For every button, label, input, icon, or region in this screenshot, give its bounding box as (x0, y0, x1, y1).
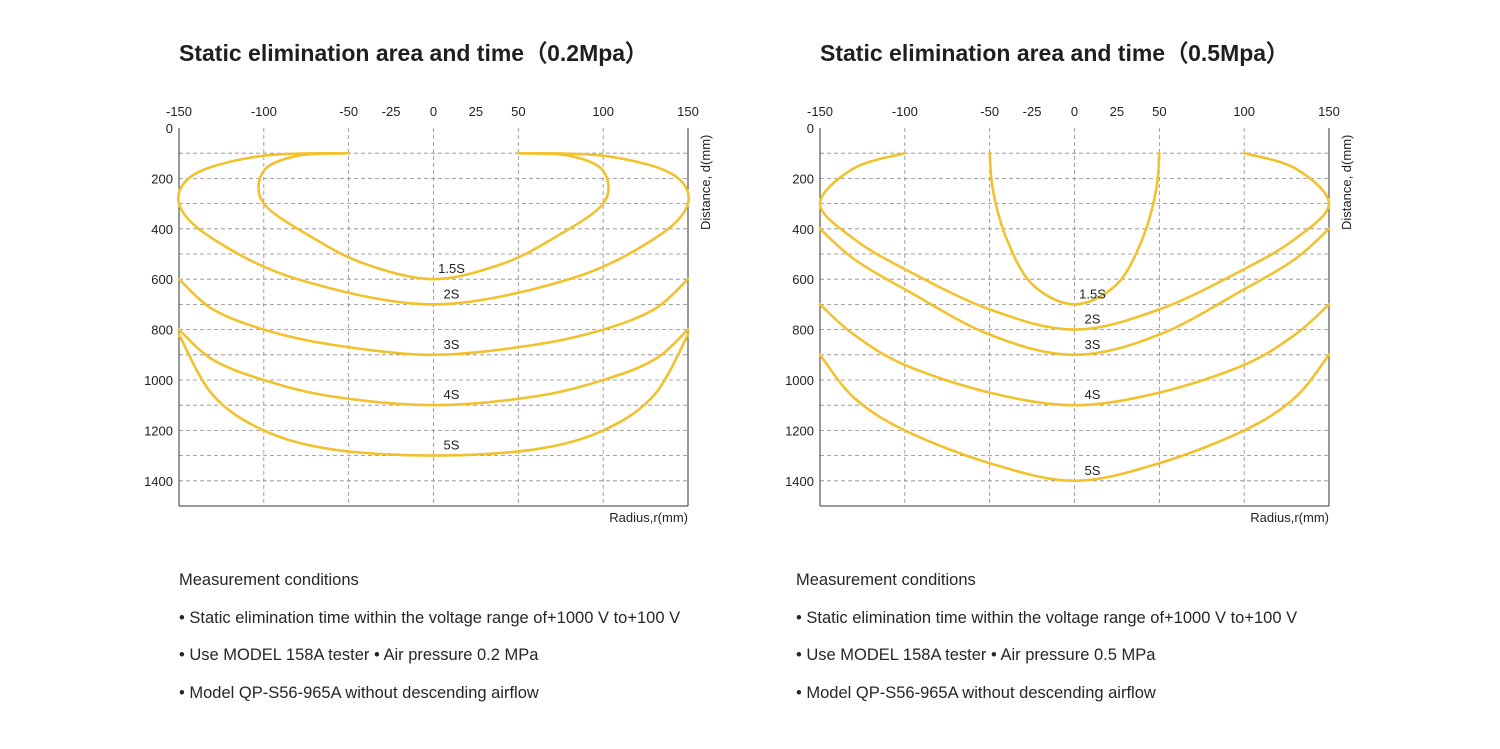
y-tick-label: 1000 (144, 373, 173, 388)
series-curve-5s (818, 353, 1331, 483)
y-tick-label: 0 (166, 121, 173, 136)
condition-item: • Model QP-S56-965A without descending a… (179, 683, 539, 702)
chart-panel-0p5mpa: Static elimination area and time（0.5Mpa）… (641, 0, 1391, 749)
series-label: 1.5S (438, 261, 465, 276)
y-axis-label: Distance, d(mm) (1339, 135, 1354, 230)
chart-title: Static elimination area and time（0.2Mpa） (179, 40, 649, 66)
x-tick-label: 150 (677, 104, 699, 119)
x-tick-label: -25 (382, 104, 401, 119)
condition-item: • Static elimination time within the vol… (179, 608, 681, 627)
series-label: 1.5S (1079, 286, 1106, 301)
x-tick-label: 0 (1071, 104, 1078, 119)
y-tick-label: 600 (151, 272, 173, 287)
series-curve-5s (177, 333, 690, 457)
x-tick-label: 150 (1318, 104, 1340, 119)
y-tick-label: 1000 (785, 373, 814, 388)
elimination-area-chart-0p5: -150 -100 -50 -25 0 25 50 100 150 0 200 400 600 800 10… (785, 104, 1354, 525)
x-tick-label: -150 (166, 104, 192, 119)
measurement-conditions: Measurement conditions • Static eliminat… (796, 570, 1297, 720)
y-tick-label: 1400 (785, 474, 814, 489)
measurement-conditions: Measurement conditions • Static eliminat… (179, 570, 680, 720)
series-curve-3s (818, 227, 1331, 357)
y-tick-label: 400 (792, 222, 814, 237)
series-curve-2s (177, 151, 690, 306)
y-tick-label: 800 (151, 323, 173, 338)
series-curve-4s (818, 303, 1331, 407)
series-label: 5S (444, 438, 460, 453)
x-tick-label: 50 (1152, 104, 1166, 119)
series-curve-1-5s (257, 151, 610, 281)
x-axis-label: Radius,r(mm) (609, 510, 688, 525)
x-tick-label: 25 (469, 104, 483, 119)
series-label: 2S (1085, 312, 1101, 327)
condition-item: • Static elimination time within the vol… (796, 608, 1298, 627)
condition-item: • Use MODEL 158A tester • Air pressure 0… (796, 646, 1156, 664)
x-tick-label: 100 (592, 104, 614, 119)
x-tick-label: 0 (430, 104, 437, 119)
chart-title: Static elimination area and time（0.5Mpa） (820, 40, 1290, 66)
y-axis-label: Distance, d(mm) (698, 135, 713, 230)
series-label: 2S (444, 286, 460, 301)
y-tick-label: 400 (151, 222, 173, 237)
conditions-heading: Measurement conditions (179, 571, 359, 589)
series-curve-2s (818, 151, 1331, 331)
series-curve-1-5s (988, 151, 1161, 306)
y-tick-label: 600 (792, 272, 814, 287)
elimination-area-chart-0p2: -150 -100 -50 -25 0 25 50 100 150 0 200 400 600 800 10… (144, 104, 713, 525)
series-label: 3S (444, 337, 460, 352)
x-tick-label: -50 (339, 104, 358, 119)
condition-item: • Use MODEL 158A tester • Air pressure 0… (179, 646, 539, 664)
series-label: 4S (1085, 387, 1101, 402)
y-tick-label: 200 (151, 171, 173, 186)
x-tick-label: -50 (980, 104, 999, 119)
series-label: 3S (1085, 337, 1101, 352)
x-tick-label: -100 (251, 104, 277, 119)
x-tick-label: -25 (1023, 104, 1042, 119)
y-tick-label: 1200 (144, 423, 173, 438)
x-tick-label: -150 (807, 104, 833, 119)
series-curve-4s (177, 328, 690, 407)
y-tick-label: 0 (807, 121, 814, 136)
y-tick-label: 200 (792, 171, 814, 186)
series-label: 4S (444, 387, 460, 402)
series-curve-3s (177, 277, 690, 357)
series-label: 5S (1085, 463, 1101, 478)
conditions-heading: Measurement conditions (796, 571, 976, 589)
x-tick-label: 50 (511, 104, 525, 119)
condition-item: • Model QP-S56-965A without descending a… (796, 683, 1156, 702)
y-tick-label: 1200 (785, 423, 814, 438)
x-tick-label: -100 (892, 104, 918, 119)
x-axis-label: Radius,r(mm) (1250, 510, 1329, 525)
y-tick-label: 1400 (144, 474, 173, 489)
chart-panel-0p2mpa: Static elimination area and time（0.2Mpa）… (144, 40, 713, 720)
x-tick-label: 25 (1110, 104, 1124, 119)
x-tick-label: 100 (1233, 104, 1255, 119)
y-tick-label: 800 (792, 323, 814, 338)
